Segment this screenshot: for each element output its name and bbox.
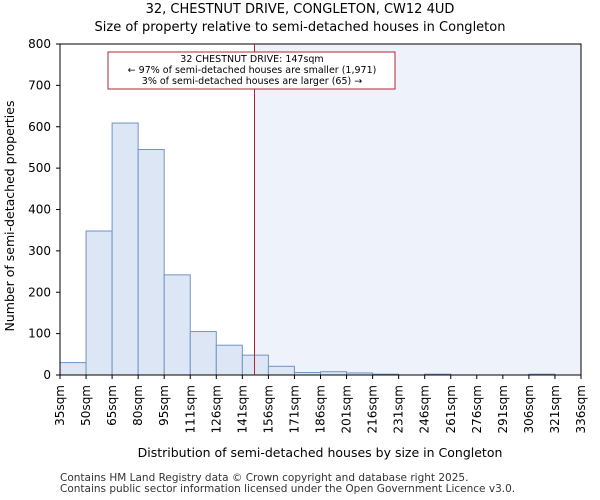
- annotation-line-1: 32 CHESTNUT DRIVE: 147sqm: [180, 54, 323, 65]
- y-tick-label: 500: [28, 161, 51, 175]
- x-tick-label: 201sqm: [340, 385, 354, 433]
- bar-65sqm: [111, 122, 139, 376]
- annotation-line-3: 3% of semi-detached houses are larger (6…: [142, 76, 362, 87]
- y-tick-label: 600: [28, 120, 51, 134]
- x-tick-label: 111sqm: [183, 385, 197, 433]
- x-tick-label: 321sqm: [548, 385, 562, 433]
- x-tick-label: 291sqm: [496, 385, 510, 433]
- x-tick-label: 306sqm: [522, 385, 536, 433]
- x-tick-label: 65sqm: [105, 385, 119, 426]
- x-tick-label: 261sqm: [444, 385, 458, 433]
- chart-subtitle: Size of property relative to semi-detach…: [94, 20, 506, 35]
- x-tick-label: 95sqm: [157, 385, 171, 426]
- y-tick-label: 400: [28, 203, 51, 217]
- y-axis-label: Number of semi-detached properties: [2, 101, 17, 332]
- footer-line-1: Contains HM Land Registry data © Crown c…: [60, 472, 469, 484]
- x-tick-label: 336sqm: [574, 385, 588, 433]
- y-tick-label: 300: [28, 244, 51, 258]
- chart-title: 32, CHESTNUT DRIVE, CONGLETON, CW12 4UD: [145, 2, 455, 17]
- bar-50sqm: [85, 230, 113, 376]
- bar-111sqm: [189, 331, 217, 376]
- x-tick-label: 216sqm: [366, 385, 380, 433]
- bar-141sqm: [241, 354, 269, 376]
- annotation-line-2: ← 97% of semi-detached houses are smalle…: [128, 65, 377, 76]
- x-tick-label: 246sqm: [418, 385, 432, 433]
- x-tick-label: 80sqm: [131, 385, 145, 426]
- x-tick-label: 35sqm: [53, 385, 67, 426]
- x-tick-label: 171sqm: [287, 385, 301, 433]
- x-tick-label: 186sqm: [314, 385, 328, 433]
- bar-35sqm: [59, 362, 87, 376]
- bar-156sqm: [267, 365, 295, 376]
- x-tick-label: 276sqm: [470, 385, 484, 433]
- larger-region-shading: [254, 44, 582, 375]
- y-tick-label: 100: [28, 327, 51, 341]
- y-tick-label: 700: [28, 78, 51, 92]
- bar-95sqm: [163, 274, 191, 376]
- y-tick-label: 200: [28, 285, 51, 299]
- y-tick-label: 800: [28, 37, 51, 51]
- annotation-box: [107, 51, 396, 90]
- bar-126sqm: [215, 344, 243, 376]
- x-tick-label: 156sqm: [261, 385, 275, 433]
- y-tick-label: 0: [43, 368, 51, 382]
- bar-80sqm: [137, 149, 165, 376]
- x-tick-label: 126sqm: [209, 385, 223, 433]
- footer: Contains HM Land Registry data © Crown c…: [60, 473, 515, 495]
- x-tick-label: 231sqm: [392, 385, 406, 433]
- footer-line-2: Contains public sector information licen…: [60, 483, 516, 495]
- x-axis-label: Distribution of semi-detached houses by …: [138, 445, 503, 460]
- x-tick-label: 50sqm: [79, 385, 93, 426]
- x-tick-label: 141sqm: [235, 385, 249, 433]
